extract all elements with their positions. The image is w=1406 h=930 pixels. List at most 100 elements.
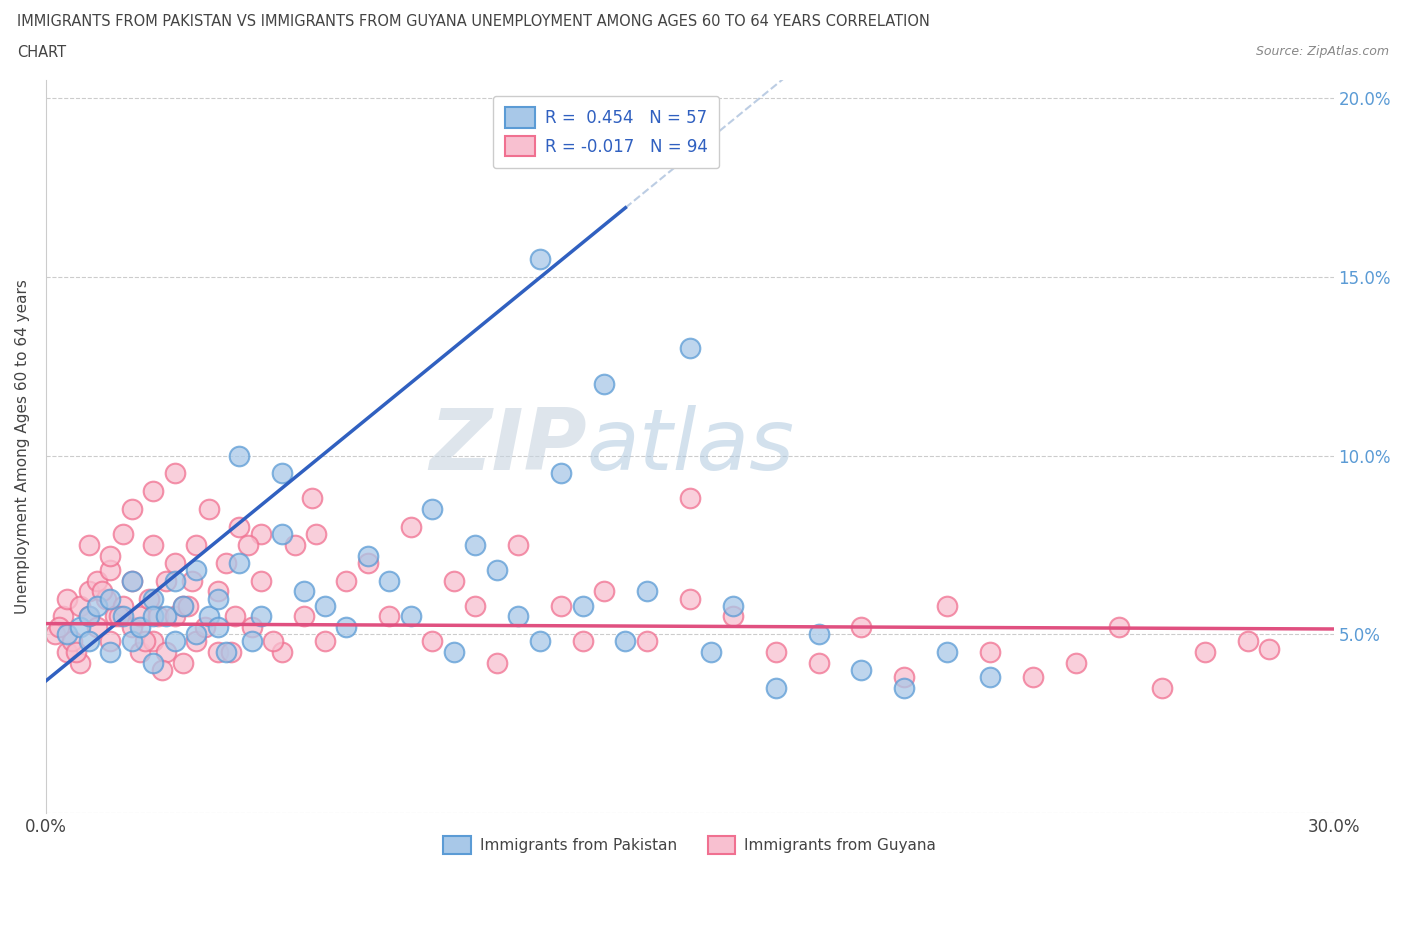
Point	[765, 681, 787, 696]
Point	[77, 609, 100, 624]
Point	[163, 573, 186, 588]
Point	[77, 634, 100, 649]
Point	[335, 619, 357, 634]
Point	[378, 609, 401, 624]
Point	[52, 609, 75, 624]
Point	[94, 591, 117, 606]
Point	[172, 656, 194, 671]
Point	[86, 619, 108, 634]
Point	[314, 598, 336, 613]
Point	[129, 644, 152, 659]
Legend: Immigrants from Pakistan, Immigrants from Guyana: Immigrants from Pakistan, Immigrants fro…	[437, 830, 942, 860]
Point	[142, 656, 165, 671]
Point	[399, 609, 422, 624]
Point	[301, 491, 323, 506]
Point	[77, 538, 100, 552]
Point	[240, 619, 263, 634]
Point	[443, 573, 465, 588]
Point	[163, 466, 186, 481]
Point	[1236, 634, 1258, 649]
Point	[112, 526, 135, 541]
Point	[721, 609, 744, 624]
Point	[65, 644, 87, 659]
Point	[77, 609, 100, 624]
Point	[163, 634, 186, 649]
Point	[851, 619, 873, 634]
Point	[936, 644, 959, 659]
Point	[121, 502, 143, 517]
Point	[679, 340, 702, 355]
Point	[1108, 619, 1130, 634]
Point	[104, 609, 127, 624]
Point	[378, 573, 401, 588]
Point	[186, 563, 208, 578]
Point	[69, 598, 91, 613]
Point	[186, 634, 208, 649]
Text: IMMIGRANTS FROM PAKISTAN VS IMMIGRANTS FROM GUYANA UNEMPLOYMENT AMONG AGES 60 TO: IMMIGRANTS FROM PAKISTAN VS IMMIGRANTS F…	[17, 14, 929, 29]
Point	[138, 591, 160, 606]
Point	[198, 609, 221, 624]
Point	[236, 538, 259, 552]
Point	[271, 644, 294, 659]
Point	[443, 644, 465, 659]
Point	[98, 591, 121, 606]
Point	[129, 619, 152, 634]
Point	[142, 609, 165, 624]
Point	[69, 619, 91, 634]
Point	[163, 609, 186, 624]
Point	[807, 656, 830, 671]
Point	[121, 573, 143, 588]
Point	[240, 634, 263, 649]
Point	[284, 538, 307, 552]
Point	[851, 663, 873, 678]
Point	[228, 555, 250, 570]
Point	[224, 609, 246, 624]
Point	[163, 555, 186, 570]
Point	[1022, 670, 1045, 684]
Point	[807, 627, 830, 642]
Point	[485, 656, 508, 671]
Point	[550, 598, 572, 613]
Point	[979, 644, 1001, 659]
Point	[893, 670, 915, 684]
Point	[228, 520, 250, 535]
Point	[207, 619, 229, 634]
Point	[142, 538, 165, 552]
Point	[1194, 644, 1216, 659]
Point	[77, 584, 100, 599]
Point	[215, 644, 238, 659]
Point	[48, 619, 70, 634]
Point	[593, 377, 616, 392]
Point	[186, 538, 208, 552]
Point	[176, 598, 198, 613]
Point	[142, 591, 165, 606]
Point	[571, 598, 593, 613]
Point	[721, 598, 744, 613]
Point	[508, 609, 530, 624]
Point	[399, 520, 422, 535]
Point	[121, 573, 143, 588]
Point	[262, 634, 284, 649]
Point	[1064, 656, 1087, 671]
Point	[98, 634, 121, 649]
Point	[219, 644, 242, 659]
Point	[108, 609, 131, 624]
Text: CHART: CHART	[17, 45, 66, 60]
Point	[146, 609, 169, 624]
Point	[155, 573, 177, 588]
Point	[155, 609, 177, 624]
Point	[700, 644, 723, 659]
Point	[207, 584, 229, 599]
Y-axis label: Unemployment Among Ages 60 to 64 years: Unemployment Among Ages 60 to 64 years	[15, 279, 30, 614]
Point	[112, 598, 135, 613]
Point	[614, 634, 637, 649]
Point	[420, 634, 443, 649]
Point	[249, 573, 271, 588]
Point	[765, 644, 787, 659]
Point	[198, 502, 221, 517]
Point	[98, 644, 121, 659]
Point	[129, 609, 152, 624]
Point	[90, 584, 112, 599]
Point	[314, 634, 336, 649]
Point	[1150, 681, 1173, 696]
